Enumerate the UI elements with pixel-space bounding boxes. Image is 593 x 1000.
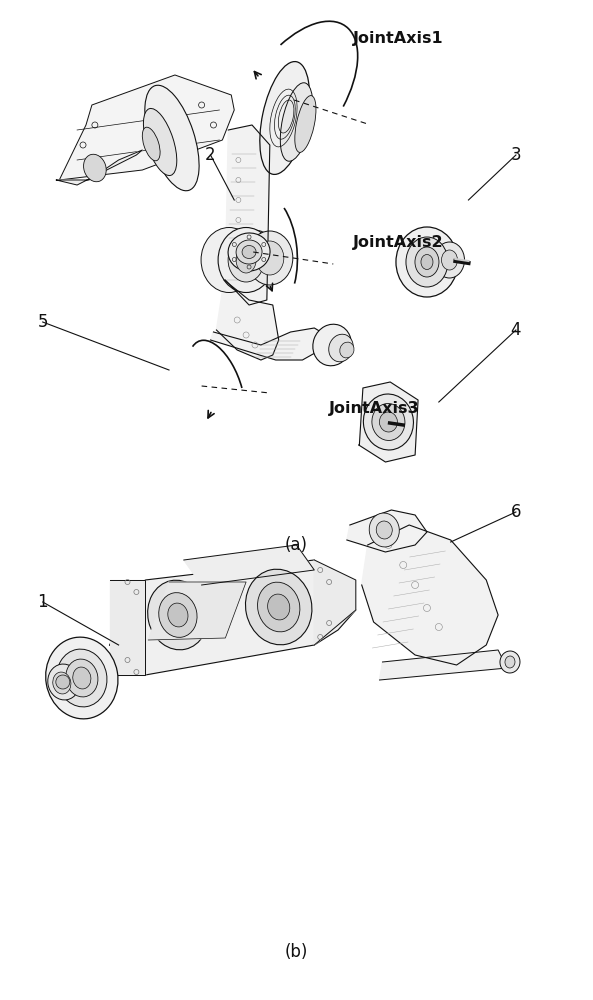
Ellipse shape xyxy=(144,108,177,176)
Text: JointAxis3: JointAxis3 xyxy=(329,400,420,416)
Ellipse shape xyxy=(505,656,515,668)
Ellipse shape xyxy=(435,242,464,278)
Ellipse shape xyxy=(218,228,274,292)
Ellipse shape xyxy=(46,637,118,719)
Ellipse shape xyxy=(142,127,160,161)
Polygon shape xyxy=(347,510,427,552)
Polygon shape xyxy=(380,650,507,680)
Ellipse shape xyxy=(295,96,316,152)
Polygon shape xyxy=(59,75,234,180)
Ellipse shape xyxy=(228,238,264,282)
Ellipse shape xyxy=(48,664,80,700)
Ellipse shape xyxy=(369,513,399,547)
Ellipse shape xyxy=(247,231,293,285)
Polygon shape xyxy=(148,582,246,640)
Polygon shape xyxy=(110,560,356,675)
Text: 5: 5 xyxy=(37,313,48,331)
Text: (a): (a) xyxy=(285,536,308,554)
Ellipse shape xyxy=(280,83,313,161)
Ellipse shape xyxy=(256,241,284,275)
Ellipse shape xyxy=(257,582,300,632)
Ellipse shape xyxy=(159,593,197,637)
Ellipse shape xyxy=(260,62,310,174)
Polygon shape xyxy=(184,545,314,585)
Ellipse shape xyxy=(340,342,354,358)
Ellipse shape xyxy=(236,240,262,264)
Ellipse shape xyxy=(380,412,397,432)
Text: 3: 3 xyxy=(511,146,521,164)
Ellipse shape xyxy=(53,672,71,694)
Text: (b): (b) xyxy=(285,943,308,961)
Ellipse shape xyxy=(372,404,405,440)
Text: 1: 1 xyxy=(37,593,48,611)
Ellipse shape xyxy=(66,659,98,697)
Polygon shape xyxy=(211,328,326,360)
Ellipse shape xyxy=(421,254,433,269)
Polygon shape xyxy=(314,560,356,645)
Text: JointAxis1: JointAxis1 xyxy=(353,30,444,45)
Ellipse shape xyxy=(236,247,256,273)
Text: JointAxis2: JointAxis2 xyxy=(353,234,444,249)
Ellipse shape xyxy=(230,230,278,286)
Text: 4: 4 xyxy=(511,321,521,339)
Polygon shape xyxy=(225,125,270,305)
Ellipse shape xyxy=(246,569,312,645)
Ellipse shape xyxy=(228,233,270,271)
Polygon shape xyxy=(110,580,145,675)
Polygon shape xyxy=(216,280,279,360)
Ellipse shape xyxy=(57,649,107,707)
Ellipse shape xyxy=(313,324,351,366)
Ellipse shape xyxy=(73,667,91,689)
Ellipse shape xyxy=(442,250,457,270)
Ellipse shape xyxy=(84,154,106,182)
Ellipse shape xyxy=(242,245,256,259)
Polygon shape xyxy=(362,525,498,665)
Ellipse shape xyxy=(396,227,458,297)
Ellipse shape xyxy=(267,594,290,620)
Ellipse shape xyxy=(500,651,520,673)
Ellipse shape xyxy=(201,228,257,292)
Polygon shape xyxy=(56,150,142,185)
Polygon shape xyxy=(359,382,418,462)
Ellipse shape xyxy=(168,603,188,627)
Ellipse shape xyxy=(253,235,289,277)
Ellipse shape xyxy=(376,521,393,539)
Ellipse shape xyxy=(364,394,413,450)
Text: 2: 2 xyxy=(205,146,216,164)
Ellipse shape xyxy=(415,247,439,277)
Circle shape xyxy=(56,675,70,689)
Ellipse shape xyxy=(406,237,448,287)
Ellipse shape xyxy=(329,334,353,362)
Ellipse shape xyxy=(145,85,199,191)
Ellipse shape xyxy=(148,580,208,650)
Text: 6: 6 xyxy=(511,503,521,521)
